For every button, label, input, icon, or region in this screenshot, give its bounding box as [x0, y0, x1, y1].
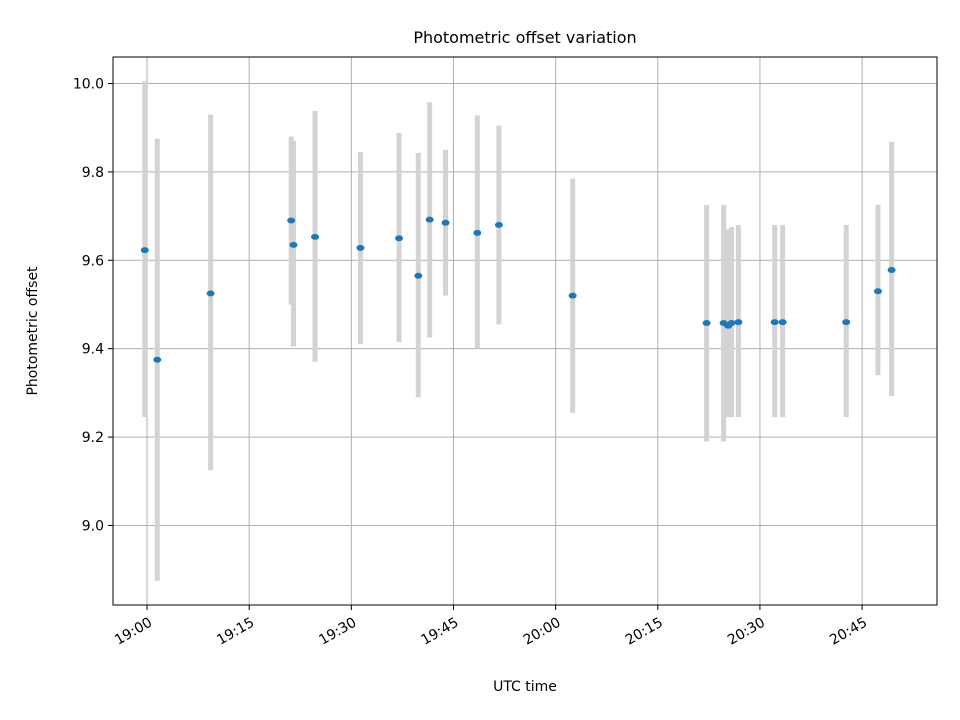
data-point — [770, 319, 779, 326]
data-point — [887, 267, 896, 274]
data-point — [734, 319, 743, 326]
data-point — [494, 221, 503, 228]
data-point — [702, 320, 711, 327]
data-point — [414, 272, 423, 279]
y-tick-label: 9.0 — [82, 518, 104, 534]
data-point — [287, 217, 296, 224]
y-tick-label: 9.6 — [82, 253, 104, 269]
data-point — [441, 219, 450, 226]
data-point — [727, 320, 736, 327]
data-point — [206, 290, 215, 297]
data-point-layer — [140, 216, 896, 363]
y-axis-ticks: 9.0 9.2 9.4 9.6 9.8 10.0 — [73, 77, 113, 534]
data-point — [473, 229, 482, 236]
data-point — [425, 216, 434, 223]
plot-area-frame — [112, 56, 938, 606]
data-point — [356, 244, 365, 251]
y-tick-label: 9.8 — [82, 165, 104, 181]
data-point — [778, 319, 787, 326]
data-point — [568, 292, 577, 299]
data-point — [311, 233, 320, 240]
data-point — [289, 241, 298, 248]
data-point — [873, 288, 882, 295]
data-point — [842, 319, 851, 326]
y-tick-label: 10.0 — [73, 77, 104, 93]
data-point — [153, 356, 162, 363]
y-tick-label: 9.2 — [82, 430, 104, 446]
y-axis-label: Photometric offset — [25, 266, 41, 396]
grid-layer — [113, 57, 937, 605]
data-point — [395, 235, 404, 242]
chart-title: Photometric offset variation — [413, 28, 636, 47]
y-tick-label: 9.4 — [82, 342, 104, 358]
x-axis-label: UTC time — [493, 679, 557, 695]
data-point — [140, 247, 149, 254]
